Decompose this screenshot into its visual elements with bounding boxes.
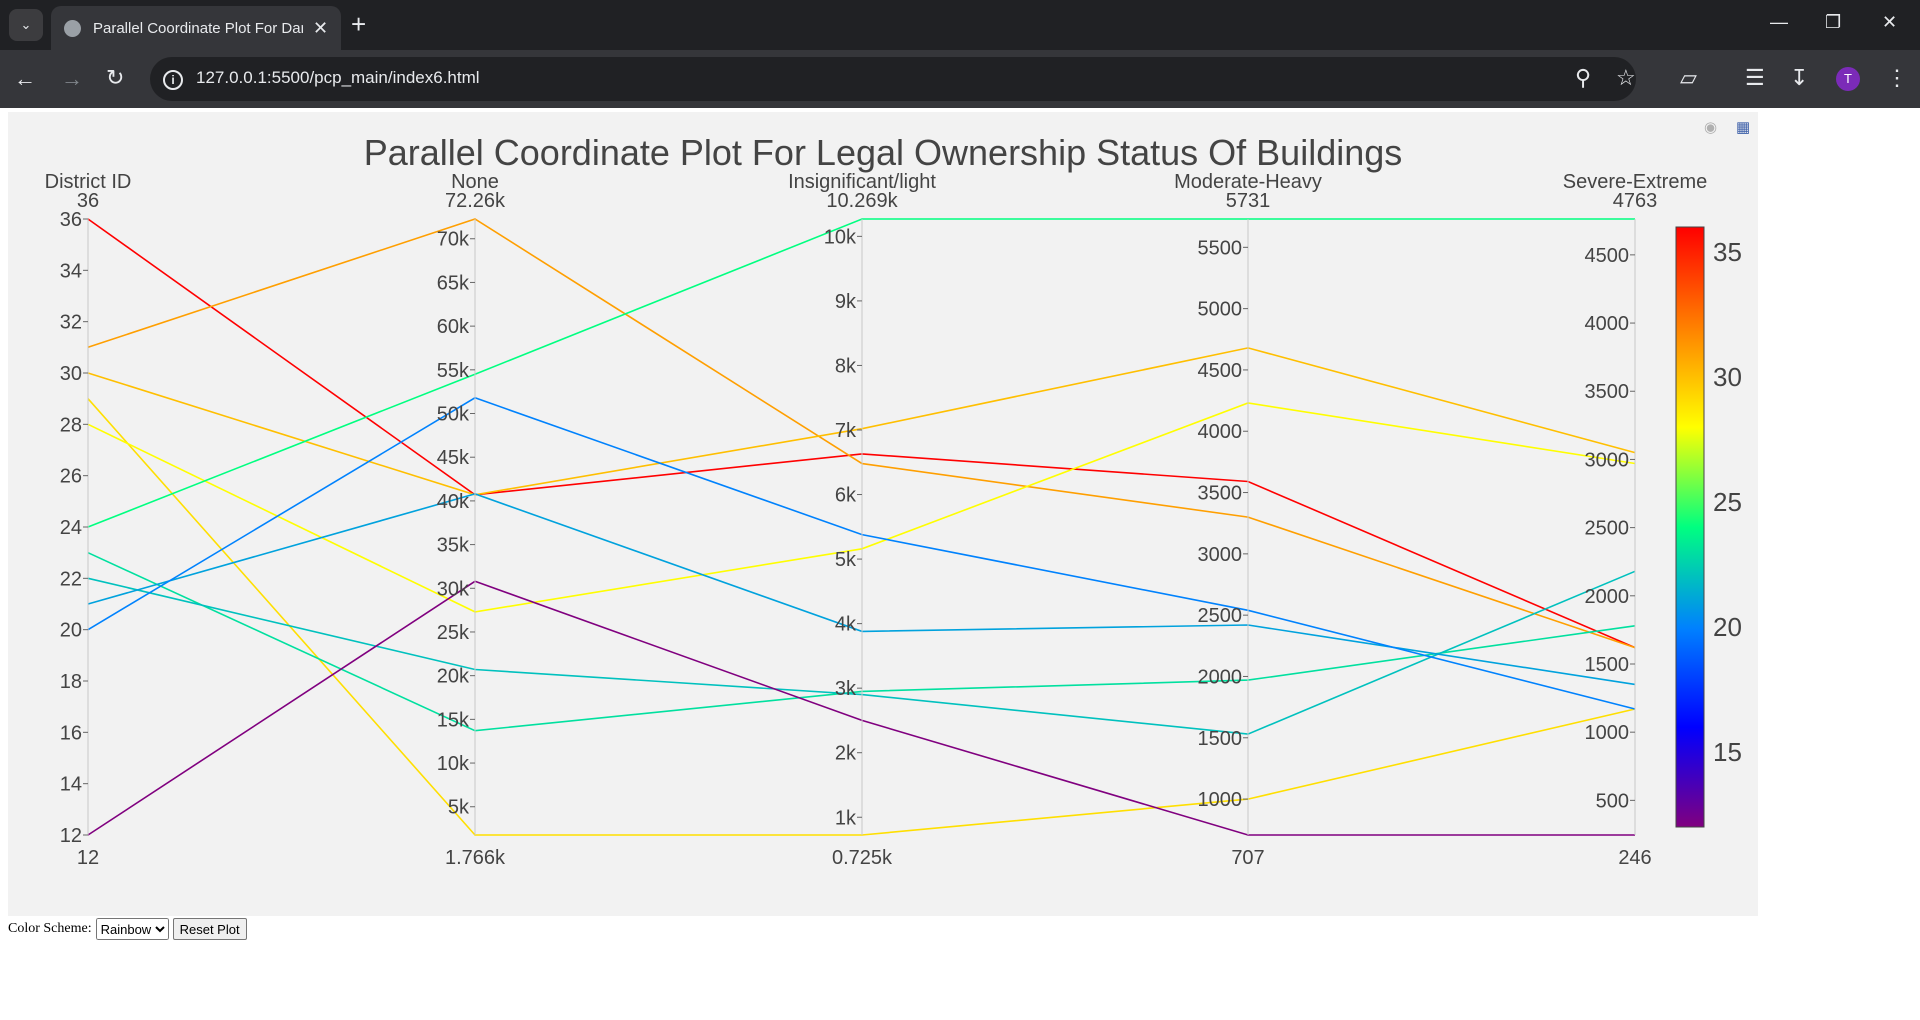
media-controls-icon[interactable]: ☰	[1745, 65, 1765, 90]
tab-search-button[interactable]: ⌄	[9, 9, 43, 41]
tab-title: Parallel Coordinate Plot For Dan	[93, 19, 303, 37]
url-text[interactable]: 127.0.0.1:5500/pcp_main/index6.html	[196, 68, 480, 87]
window-close-icon[interactable]: ✕	[1882, 12, 1898, 32]
chevron-down-icon: ⌄	[20, 17, 32, 32]
new-tab-button[interactable]: +	[351, 9, 367, 39]
restore-icon[interactable]: ❐	[1825, 12, 1842, 32]
browser-tab[interactable]: Parallel Coordinate Plot For Dan ✕	[51, 6, 341, 50]
zoom-icon[interactable]: ⚲	[1575, 65, 1592, 90]
menu-kebab-icon[interactable]: ⋮	[1886, 65, 1908, 90]
site-info-icon[interactable]: i	[163, 70, 183, 90]
profile-avatar[interactable]: T	[1836, 67, 1860, 91]
reset-plot-button[interactable]: Reset Plot	[172, 918, 247, 940]
reload-icon[interactable]: ↻	[106, 65, 125, 90]
camera-icon[interactable]: ◉	[1704, 119, 1718, 136]
controls-bar: Color Scheme: Rainbow Reset Plot	[8, 918, 247, 940]
color-scheme-select[interactable]: Rainbow	[95, 918, 169, 940]
globe-icon	[64, 19, 81, 37]
minimize-icon[interactable]: —	[1770, 12, 1788, 32]
extensions-icon[interactable]: ▱	[1680, 65, 1697, 90]
close-tab-icon[interactable]: ✕	[313, 17, 329, 38]
download-icon[interactable]: ↧	[1790, 65, 1809, 90]
plot-background	[8, 112, 1758, 916]
back-arrow-icon[interactable]: ←	[14, 66, 36, 91]
bookmark-star-icon[interactable]: ☆	[1616, 65, 1636, 90]
address-bar[interactable]	[150, 57, 1636, 101]
forward-arrow-icon[interactable]: →	[61, 66, 83, 91]
color-scheme-label: Color Scheme:	[8, 921, 92, 936]
plotly-logo-icon[interactable]: ▦	[1736, 119, 1751, 136]
